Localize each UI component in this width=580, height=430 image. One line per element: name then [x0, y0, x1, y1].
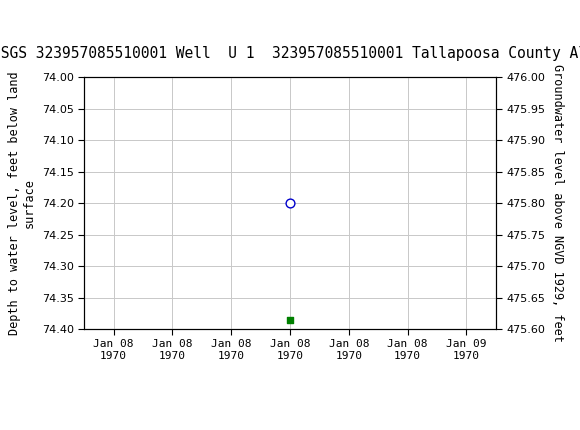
Point	[285, 316, 295, 323]
Point	[285, 200, 295, 206]
Text: USGS 323957085510001 Well  U 1  323957085510001 Tallapoosa County Al: USGS 323957085510001 Well U 1 3239570855…	[0, 46, 580, 61]
Y-axis label: Groundwater level above NGVD 1929, feet: Groundwater level above NGVD 1929, feet	[551, 64, 564, 342]
Y-axis label: Depth to water level, feet below land
surface: Depth to water level, feet below land su…	[8, 71, 36, 335]
Text: USGS: USGS	[9, 20, 64, 38]
Bar	[3, 15, 35, 43]
